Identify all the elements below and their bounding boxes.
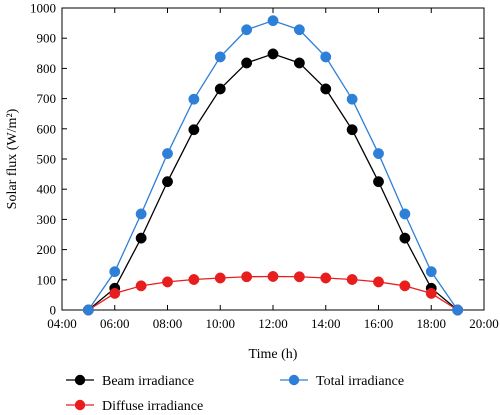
data-point-beam-irradiance [214, 83, 226, 95]
data-point-beam-irradiance [320, 83, 332, 95]
y-tick-label: 200 [37, 242, 57, 257]
data-point-diffuse-irradiance [399, 280, 411, 292]
data-point-diffuse-irradiance [109, 287, 121, 299]
x-tick-label: 12:00 [258, 316, 288, 331]
data-point-diffuse-irradiance [188, 274, 200, 285]
legend-marker-beam-irradiance [74, 374, 86, 386]
data-point-total-irradiance [241, 24, 253, 36]
data-point-beam-irradiance [346, 124, 358, 136]
y-tick-label: 700 [37, 91, 57, 106]
series-line-total-irradiance [87, 19, 459, 311]
data-point-beam-irradiance [267, 48, 279, 60]
data-point-total-irradiance [373, 148, 384, 160]
y-tick-label: 1000 [30, 1, 56, 16]
data-point-beam-irradiance [241, 57, 253, 69]
legend-label-total-irradiance: Total irradiance [316, 374, 404, 389]
data-point-total-irradiance [82, 304, 94, 316]
data-point-diffuse-irradiance [214, 272, 226, 284]
data-point-diffuse-irradiance [267, 271, 279, 282]
data-point-diffuse-irradiance [425, 287, 437, 299]
data-point-total-irradiance [188, 93, 200, 105]
series-lines [87, 19, 459, 311]
data-point-diffuse-irradiance [241, 271, 253, 283]
y-tick-label: 400 [37, 182, 57, 197]
x-axis-title: Time (h) [249, 347, 298, 362]
y-tick-label: 100 [37, 272, 57, 287]
data-point-total-irradiance [293, 24, 305, 36]
series-points [82, 15, 464, 316]
y-tick-label: 800 [37, 61, 57, 76]
data-point-total-irradiance [320, 51, 332, 63]
x-tick-label: 04:00 [47, 316, 77, 331]
y-tick-label: 0 [50, 303, 57, 318]
y-tick-label: 600 [37, 121, 57, 136]
legend-label-beam-irradiance: Beam irradiance [102, 374, 194, 389]
y-tick-label: 300 [37, 212, 57, 227]
data-point-total-irradiance [425, 266, 437, 278]
data-point-total-irradiance [214, 51, 226, 63]
data-point-diffuse-irradiance [293, 271, 305, 283]
data-point-total-irradiance [135, 208, 147, 220]
y-tick-label: 500 [37, 152, 57, 167]
data-point-beam-irradiance [162, 176, 173, 188]
x-tick-label: 06:00 [100, 316, 130, 331]
data-point-diffuse-irradiance [346, 274, 358, 285]
legend-marker-total-irradiance [288, 374, 300, 386]
data-point-beam-irradiance [373, 176, 384, 188]
y-tick-label: 900 [37, 31, 57, 46]
data-point-diffuse-irradiance [162, 276, 173, 288]
axes: 04:00 06:00 08:00 10:00 12:00 14:00 16:00 18:00… [5, 1, 499, 363]
legend-label-diffuse-irradiance: Diffuse irradiance [102, 399, 203, 414]
data-point-total-irradiance [267, 15, 279, 27]
data-point-total-irradiance [399, 208, 411, 220]
data-point-total-irradiance [452, 304, 464, 316]
data-point-total-irradiance [162, 148, 173, 160]
x-tick-label: 16:00 [364, 316, 394, 331]
x-tick-label: 20:00 [469, 316, 499, 331]
data-point-total-irradiance [109, 266, 121, 278]
data-point-beam-irradiance [188, 124, 200, 136]
x-tick-label: 08:00 [153, 316, 183, 331]
data-point-beam-irradiance [399, 232, 411, 244]
x-tick-label: 14:00 [311, 316, 341, 331]
data-point-diffuse-irradiance [373, 276, 384, 288]
x-tick-label: 18:00 [416, 316, 446, 331]
data-point-beam-irradiance [135, 232, 147, 244]
legend-marker-diffuse-irradiance [74, 399, 86, 411]
data-point-diffuse-irradiance [135, 280, 147, 292]
data-point-total-irradiance [346, 93, 358, 105]
data-point-diffuse-irradiance [320, 272, 332, 284]
y-axis-title: Solar flux (W/m²) [5, 108, 20, 209]
x-tick-label: 10:00 [205, 316, 235, 331]
data-point-beam-irradiance [293, 57, 305, 69]
legend: Beam irradiance Total irradiance Diffuse i… [66, 374, 404, 414]
